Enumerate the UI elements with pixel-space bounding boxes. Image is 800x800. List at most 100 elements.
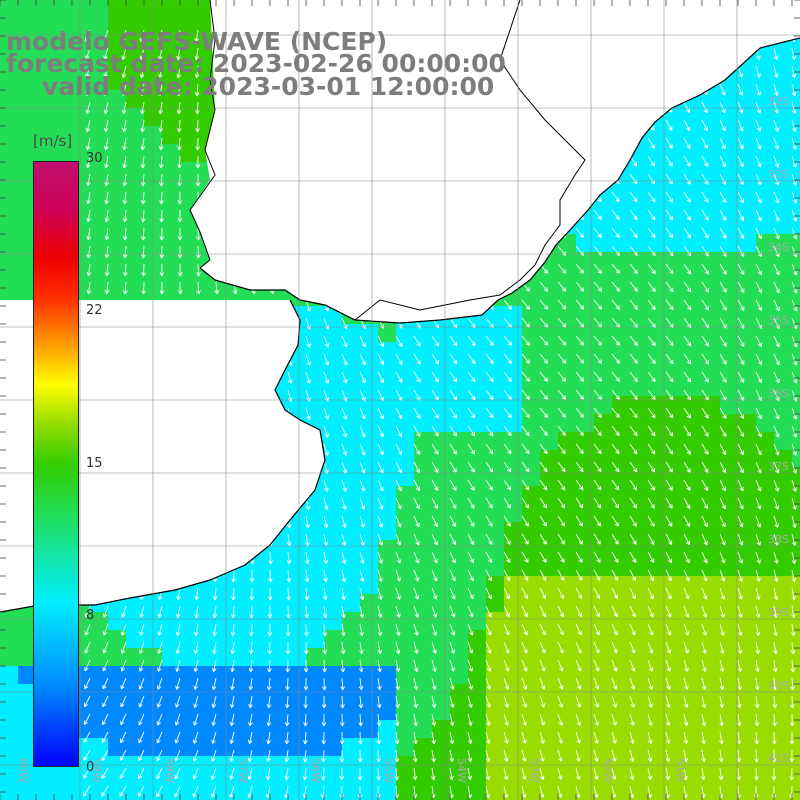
wind-speed-cell [576,594,595,613]
wind-arrow [122,245,128,259]
wind-speed-cell [270,702,289,721]
wind-speed-cell [90,738,109,757]
wind-speed-cell [702,306,721,325]
wind-speed-cell [162,126,181,145]
wind-speed-cell [702,414,721,433]
wind-speed-cell [360,774,379,793]
wind-speed-cell [684,792,703,800]
wind-speed-cell [756,576,775,595]
wind-speed-cell [486,684,505,703]
wind-speed-cell [684,666,703,685]
wind-speed-cell [576,648,595,667]
wind-speed-cell [558,684,577,703]
wind-speed-cell [234,594,253,613]
wind-speed-cell [720,108,739,127]
wind-speed-cell [432,720,451,739]
wind-speed-cell [594,216,613,235]
wind-speed-cell [270,792,289,800]
wind-speed-cell [612,378,631,397]
wind-arrow [103,83,109,96]
wind-speed-cell [108,72,127,91]
wind-speed-cell [450,414,469,433]
wind-speed-cell [684,396,703,415]
wind-speed-cell [378,324,397,343]
wind-arrow [773,137,780,150]
wind-arrow [85,119,91,132]
wind-speed-cell [594,720,613,739]
wind-speed-cell [702,180,721,199]
wind-speed-cell [450,738,469,757]
wind-arrow [195,155,201,169]
wind-speed-cell [594,486,613,505]
wind-speed-cell [126,774,145,793]
wind-speed-cell [666,702,685,721]
wind-speed-cell [630,792,649,800]
wind-speed-cell [648,414,667,433]
wind-speed-cell [720,468,739,487]
wind-speed-cell [684,594,703,613]
wind-speed-cell [432,324,451,343]
wind-speed-cell [540,576,559,595]
wind-speed-cell [648,468,667,487]
wind-arrow [140,173,146,187]
wind-arrow [719,209,727,221]
wind-arrow [593,263,603,274]
wind-speed-cell [630,216,649,235]
wind-speed-cell [162,594,181,613]
wind-speed-cell [738,288,757,307]
wind-speed-cell [522,792,541,800]
wind-speed-cell [468,432,487,451]
wind-speed-cell [756,594,775,613]
wind-speed-cell [630,522,649,541]
wind-speed-cell [648,270,667,289]
wind-speed-cell [0,270,19,289]
wind-speed-cell [540,738,559,757]
wind-speed-cell [342,630,361,649]
wind-speed-cell [720,216,739,235]
wind-speed-cell [252,666,271,685]
wind-speed-cell [684,720,703,739]
wind-arrow [122,137,127,151]
wind-arrow [104,191,110,205]
wind-speed-cell [522,486,541,505]
wind-speed-cell [450,684,469,703]
wind-arrow [122,227,128,241]
wind-speed-cell [0,612,19,631]
wind-speed-cell [72,774,91,793]
wind-speed-cell [666,180,685,199]
wind-speed-cell [90,180,109,199]
wind-arrow [773,65,779,78]
wind-speed-cell [612,360,631,379]
wind-speed-cell [414,414,433,433]
wind-speed-cell [648,702,667,721]
wind-speed-cell [252,702,271,721]
wind-speed-cell [396,396,415,415]
wind-speed-cell [540,558,559,577]
wind-speed-cell [522,576,541,595]
wind-speed-cell [288,792,307,800]
wind-speed-cell [162,198,181,217]
wind-speed-cell [774,792,793,800]
wind-speed-cell [792,648,800,667]
wind-speed-cell [540,468,559,487]
wind-speed-cell [180,216,199,235]
wind-speed-cell [162,648,181,667]
wind-arrow [103,65,109,78]
wind-speed-cell [450,432,469,451]
wind-speed-cell [720,720,739,739]
wind-speed-cell [612,738,631,757]
wind-speed-cell [432,558,451,577]
wind-speed-cell [666,324,685,343]
wind-speed-cell [396,342,415,361]
wind-speed-cell [522,684,541,703]
wind-speed-cell [738,414,757,433]
wind-speed-cell [774,180,793,199]
wind-speed-cell [288,702,307,721]
wind-speed-cell [702,648,721,667]
wind-arrow [647,155,655,167]
wind-speed-cell [684,738,703,757]
wind-speed-cell [306,522,325,541]
wind-speed-cell [378,504,397,523]
wind-speed-cell [522,342,541,361]
wind-speed-cell [486,432,505,451]
